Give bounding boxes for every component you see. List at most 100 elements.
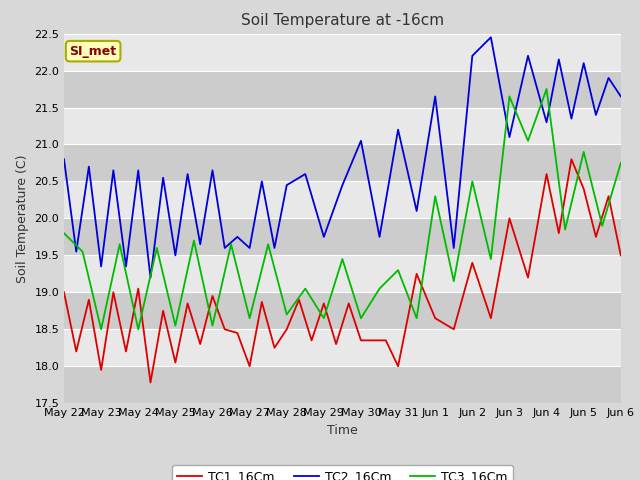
TC1_16Cm xyxy=(450,326,458,332)
TC3_16Cm xyxy=(301,286,309,291)
TC2_16Cm xyxy=(134,168,142,173)
TC2_16Cm xyxy=(468,53,476,59)
TC1_16Cm xyxy=(147,380,154,385)
TC2_16Cm xyxy=(555,57,563,62)
TC3_16Cm xyxy=(450,278,458,284)
TC3_16Cm xyxy=(413,315,420,321)
TC1_16Cm xyxy=(543,171,550,177)
TC2_16Cm xyxy=(271,245,278,251)
TC1_16Cm xyxy=(431,315,439,321)
TC2_16Cm xyxy=(320,234,328,240)
Title: Soil Temperature at -16cm: Soil Temperature at -16cm xyxy=(241,13,444,28)
TC1_16Cm xyxy=(97,367,105,373)
TC2_16Cm xyxy=(221,245,228,251)
TC1_16Cm xyxy=(184,300,191,306)
TC2_16Cm xyxy=(234,234,241,240)
TC2_16Cm xyxy=(209,168,216,173)
X-axis label: Time: Time xyxy=(327,424,358,437)
TC1_16Cm xyxy=(258,299,266,305)
TC1_16Cm xyxy=(209,293,216,299)
Bar xyxy=(64,366,621,403)
TC1_16Cm xyxy=(196,341,204,347)
TC3_16Cm xyxy=(580,149,588,155)
TC2_16Cm xyxy=(172,252,179,258)
TC3_16Cm xyxy=(134,326,142,332)
TC2_16Cm xyxy=(339,182,346,188)
TC3_16Cm xyxy=(339,256,346,262)
Y-axis label: Soil Temperature (C): Soil Temperature (C) xyxy=(16,154,29,283)
TC3_16Cm xyxy=(468,179,476,184)
TC1_16Cm xyxy=(617,252,625,258)
Bar xyxy=(64,329,621,366)
TC3_16Cm xyxy=(376,286,383,291)
TC3_16Cm xyxy=(246,315,253,321)
TC1_16Cm xyxy=(134,286,142,291)
TC1_16Cm xyxy=(345,300,353,306)
TC1_16Cm xyxy=(369,337,377,343)
Bar xyxy=(64,218,621,255)
TC3_16Cm xyxy=(431,193,439,199)
TC1_16Cm xyxy=(357,337,365,343)
TC1_16Cm xyxy=(506,216,513,221)
TC2_16Cm xyxy=(568,116,575,121)
TC3_16Cm xyxy=(283,312,291,317)
TC1_16Cm xyxy=(382,337,390,343)
TC1_16Cm xyxy=(271,345,278,351)
TC1_16Cm xyxy=(60,289,68,295)
TC3_16Cm xyxy=(524,138,532,144)
TC2_16Cm xyxy=(605,75,612,81)
TC2_16Cm xyxy=(72,249,80,254)
Bar xyxy=(64,181,621,218)
TC1_16Cm xyxy=(172,360,179,365)
TC1_16Cm xyxy=(109,289,117,295)
Bar xyxy=(64,292,621,329)
TC2_16Cm xyxy=(431,94,439,99)
TC3_16Cm xyxy=(543,86,550,92)
TC3_16Cm xyxy=(227,241,235,247)
TC3_16Cm xyxy=(487,256,495,262)
TC2_16Cm xyxy=(301,171,309,177)
TC2_16Cm xyxy=(617,94,625,99)
TC2_16Cm xyxy=(543,120,550,125)
TC1_16Cm xyxy=(332,341,340,347)
TC1_16Cm xyxy=(555,230,563,236)
TC2_16Cm xyxy=(487,35,495,40)
TC3_16Cm xyxy=(172,323,179,328)
TC2_16Cm xyxy=(376,234,383,240)
TC2_16Cm xyxy=(450,245,458,251)
TC1_16Cm xyxy=(524,275,532,280)
TC2_16Cm xyxy=(196,241,204,247)
TC1_16Cm xyxy=(468,260,476,265)
TC1_16Cm xyxy=(85,297,93,302)
Text: SI_met: SI_met xyxy=(70,45,116,58)
TC1_16Cm xyxy=(568,156,575,162)
Legend: TC1_16Cm, TC2_16Cm, TC3_16Cm: TC1_16Cm, TC2_16Cm, TC3_16Cm xyxy=(172,465,513,480)
TC2_16Cm xyxy=(122,264,130,269)
TC2_16Cm xyxy=(580,60,588,66)
Line: TC1_16Cm: TC1_16Cm xyxy=(64,159,621,383)
TC3_16Cm xyxy=(97,326,105,332)
TC2_16Cm xyxy=(85,164,93,169)
TC2_16Cm xyxy=(60,156,68,162)
TC3_16Cm xyxy=(561,227,569,232)
TC2_16Cm xyxy=(592,112,600,118)
TC1_16Cm xyxy=(295,297,303,302)
TC2_16Cm xyxy=(184,171,191,177)
Line: TC2_16Cm: TC2_16Cm xyxy=(64,37,621,277)
Bar xyxy=(64,71,621,108)
TC2_16Cm xyxy=(147,275,154,280)
TC1_16Cm xyxy=(122,348,130,354)
TC1_16Cm xyxy=(221,326,228,332)
Bar xyxy=(64,144,621,181)
TC2_16Cm xyxy=(394,127,402,132)
Bar xyxy=(64,34,621,71)
TC2_16Cm xyxy=(97,264,105,269)
Line: TC3_16Cm: TC3_16Cm xyxy=(64,89,621,329)
TC1_16Cm xyxy=(246,363,253,369)
TC1_16Cm xyxy=(72,348,80,354)
TC1_16Cm xyxy=(605,193,612,199)
TC2_16Cm xyxy=(159,175,167,180)
TC2_16Cm xyxy=(246,245,253,251)
TC1_16Cm xyxy=(308,337,316,343)
TC3_16Cm xyxy=(394,267,402,273)
